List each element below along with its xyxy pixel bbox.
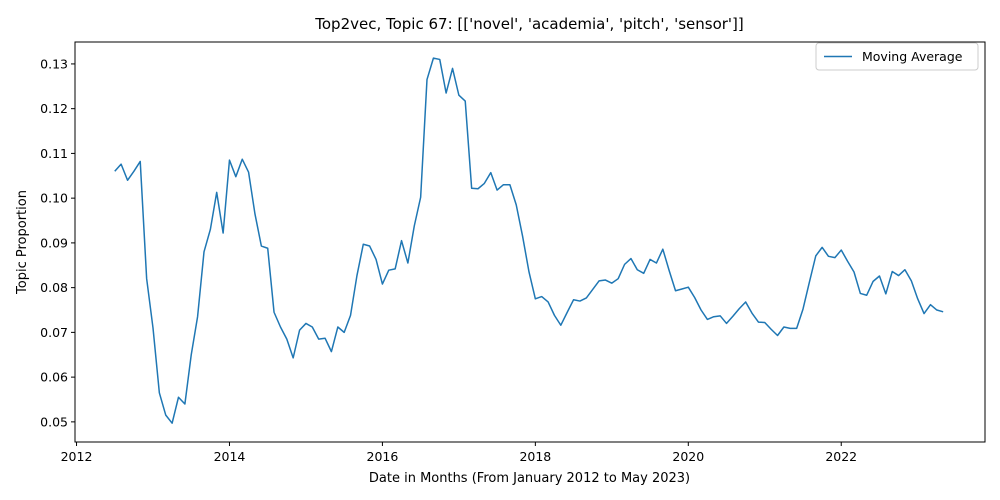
y-axis-label: Topic Proportion — [15, 190, 30, 295]
y-tick-label: 0.07 — [40, 325, 68, 340]
x-axis-label: Date in Months (From January 2012 to May… — [369, 471, 690, 486]
series-layer — [114, 57, 944, 424]
y-tick-label: 0.13 — [40, 56, 68, 71]
x-tick-label: 2022 — [825, 449, 857, 464]
y-tick-label: 0.09 — [40, 235, 68, 250]
y-tick-label: 0.05 — [40, 414, 68, 429]
series-line-moving-average — [114, 57, 944, 424]
x-tick-label: 2016 — [367, 449, 399, 464]
y-tick-label: 0.10 — [40, 191, 68, 206]
legend-label: Moving Average — [862, 49, 963, 64]
x-tick-label: 2014 — [214, 449, 246, 464]
legend-box — [815, 42, 979, 71]
y-tick-label: 0.06 — [40, 370, 68, 385]
y-tick-label: 0.12 — [40, 101, 68, 116]
chart-title: Top2vec, Topic 67: [['novel', 'academia'… — [314, 15, 744, 33]
plot-area: 2012 2014 2016 2018 2020 2022 0.050.060.070.0… — [40, 41, 986, 464]
y-tick-label: 0.11 — [40, 146, 68, 161]
x-tick-label: 2012 — [61, 449, 93, 464]
x-tick-label: 2020 — [672, 449, 704, 464]
y-axis: 0.05 0.06 0.07 0.08 0.09 0.10 0.11 0.12 0.13 — [40, 56, 75, 429]
x-tick-label: 2018 — [519, 449, 551, 464]
x-axis: 2012 2014 2016 2018 2020 2022 — [61, 442, 857, 464]
legend: Moving Average — [815, 42, 979, 71]
y-tick-label: 0.08 — [40, 280, 68, 295]
plot-frame — [74, 41, 986, 443]
